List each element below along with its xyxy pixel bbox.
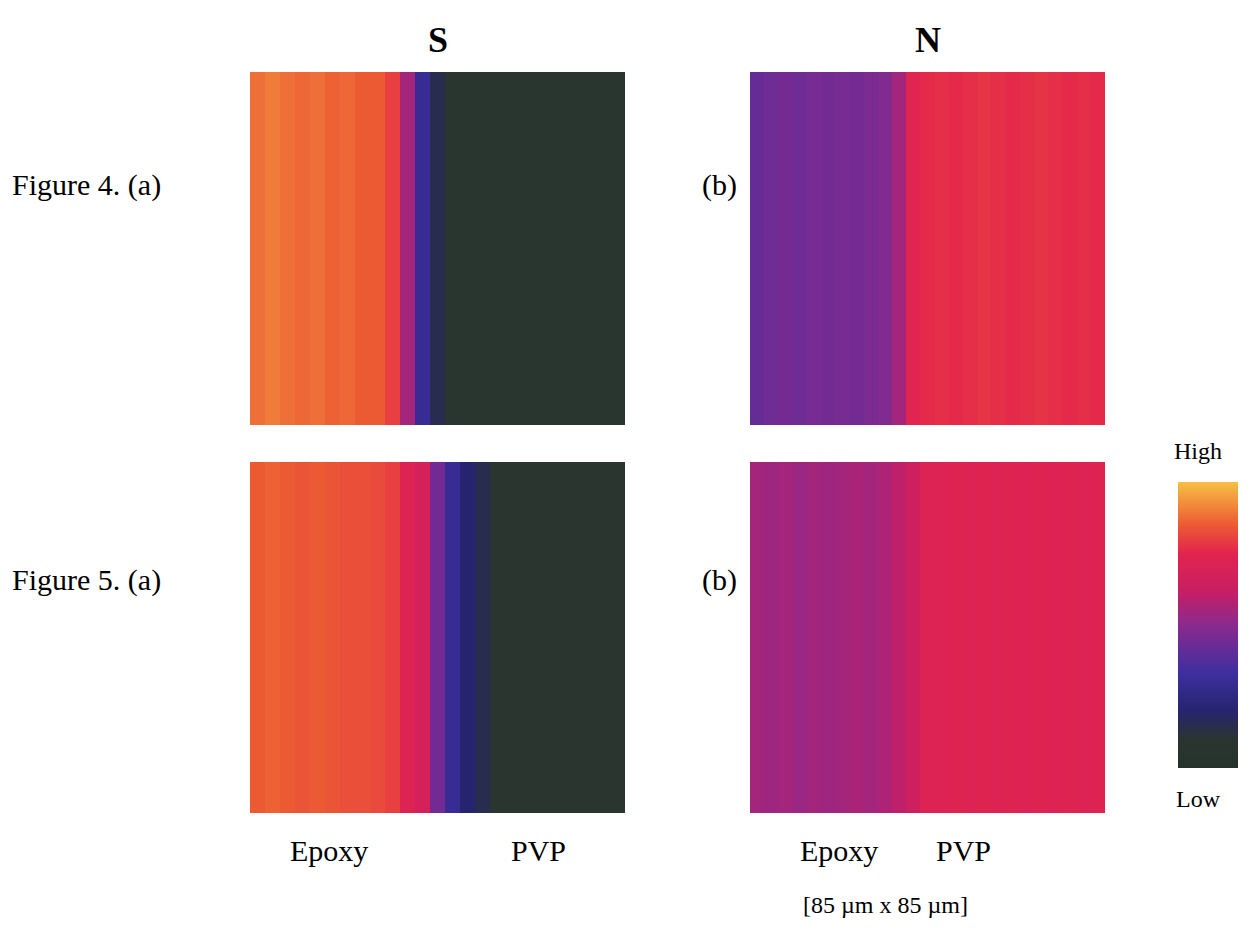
svg-text:High: High: [1174, 438, 1222, 464]
svg-text:S: S: [428, 20, 448, 60]
svg-text:Figure 4. (a): Figure 4. (a): [12, 168, 161, 202]
svg-text:Low: Low: [1176, 786, 1221, 812]
svg-text:Figure 5. (a): Figure 5. (a): [12, 563, 161, 597]
svg-text:PVP: PVP: [936, 834, 991, 867]
svg-text:PVP: PVP: [511, 834, 566, 867]
svg-text:(b): (b): [702, 563, 737, 597]
svg-text:(b): (b): [702, 168, 737, 202]
svg-text:N: N: [915, 20, 941, 60]
svg-text:Epoxy: Epoxy: [290, 834, 368, 867]
svg-text:[85 µm x 85 µm]: [85 µm x 85 µm]: [803, 892, 968, 918]
svg-text:Epoxy: Epoxy: [800, 834, 878, 867]
